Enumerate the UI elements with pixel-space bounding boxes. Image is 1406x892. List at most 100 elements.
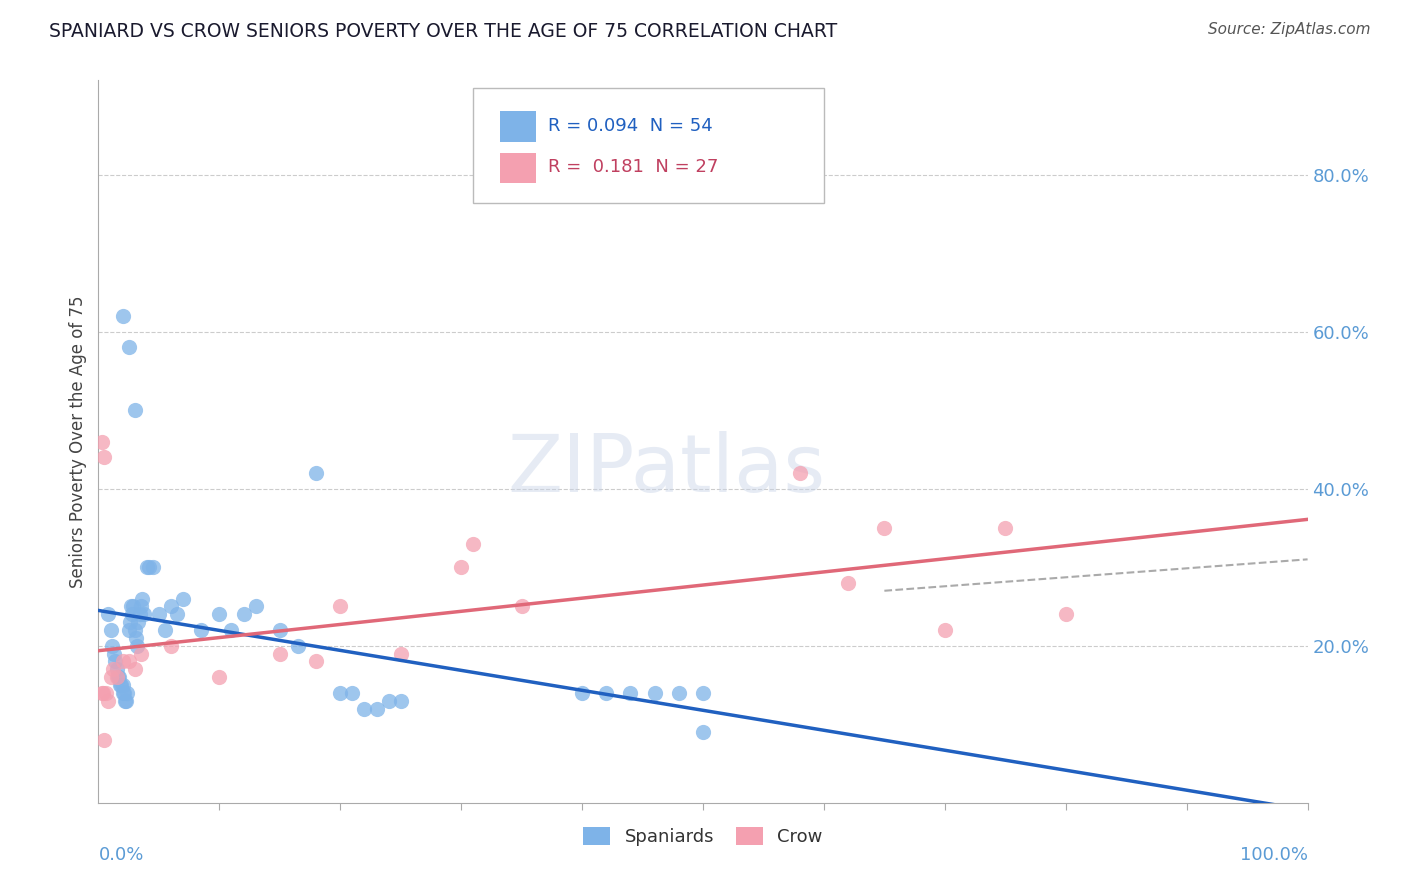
Point [269, 647, 291, 661]
Text: SPANIARD VS CROW SENIORS POVERTY OVER THE AGE OF 75 CORRELATION CHART: SPANIARD VS CROW SENIORS POVERTY OVER TH… [49, 22, 838, 41]
Point [245, 599, 267, 614]
Point [208, 670, 231, 684]
Point [91, 434, 114, 449]
Point [122, 599, 145, 614]
Bar [501, 112, 536, 142]
Point [142, 560, 165, 574]
Point [118, 655, 141, 669]
Point [172, 591, 194, 606]
Text: 0.0%: 0.0% [98, 847, 143, 864]
Point [111, 678, 134, 692]
Point [305, 655, 328, 669]
Point [166, 607, 188, 622]
Point [127, 615, 149, 630]
Point [644, 686, 666, 700]
Point [353, 701, 375, 715]
FancyBboxPatch shape [474, 87, 824, 203]
Point [595, 686, 617, 700]
Point [105, 662, 128, 676]
Point [934, 623, 956, 637]
Point [93, 450, 115, 465]
Point [97, 694, 120, 708]
Point [450, 560, 472, 574]
Point [619, 686, 641, 700]
Point [389, 694, 412, 708]
Point [389, 647, 412, 661]
Point [118, 615, 141, 630]
Point [134, 607, 156, 622]
Point [101, 662, 124, 676]
Point [111, 309, 134, 323]
Point [97, 607, 120, 622]
Point [160, 599, 183, 614]
Point [692, 725, 714, 739]
Text: Source: ZipAtlas.com: Source: ZipAtlas.com [1208, 22, 1371, 37]
Point [94, 686, 117, 700]
Point [135, 560, 157, 574]
Point [305, 466, 328, 480]
Point [108, 678, 131, 692]
Point [129, 599, 152, 614]
Point [329, 599, 352, 614]
Point [994, 521, 1017, 535]
Text: R =  0.181  N = 27: R = 0.181 N = 27 [548, 158, 718, 176]
Point [789, 466, 811, 480]
Point [121, 607, 143, 622]
Point [127, 639, 149, 653]
Point [114, 694, 136, 708]
Point [108, 670, 131, 684]
Point [107, 670, 129, 684]
Point [837, 575, 859, 590]
Point [342, 686, 364, 700]
Text: 100.0%: 100.0% [1240, 847, 1308, 864]
Text: R = 0.094  N = 54: R = 0.094 N = 54 [548, 117, 713, 135]
Point [91, 686, 114, 700]
Point [692, 686, 714, 700]
Point [208, 607, 231, 622]
Point [138, 560, 160, 574]
Point [377, 694, 399, 708]
Point [120, 599, 142, 614]
Point [873, 521, 896, 535]
Point [366, 701, 388, 715]
Point [510, 599, 533, 614]
Point [125, 631, 148, 645]
Point [153, 623, 176, 637]
Bar [501, 153, 536, 183]
Point [124, 662, 146, 676]
Point [103, 647, 125, 661]
Point [112, 686, 135, 700]
Point [93, 733, 115, 747]
Point [111, 686, 134, 700]
Point [111, 655, 134, 669]
Point [571, 686, 593, 700]
Point [1054, 607, 1077, 622]
Point [118, 340, 141, 354]
Point [160, 639, 183, 653]
Point [129, 647, 152, 661]
Point [232, 607, 254, 622]
Point [668, 686, 690, 700]
Point [269, 623, 291, 637]
Point [91, 686, 114, 700]
Point [463, 536, 485, 550]
Point [100, 623, 122, 637]
Text: ZIPatlas: ZIPatlas [508, 432, 825, 509]
Point [115, 694, 138, 708]
Point [148, 607, 170, 622]
Point [221, 623, 243, 637]
Point [128, 607, 150, 622]
Legend: Spaniards, Crow: Spaniards, Crow [574, 818, 832, 855]
Point [104, 655, 127, 669]
Point [110, 678, 132, 692]
Point [100, 670, 122, 684]
Point [287, 639, 309, 653]
Point [118, 623, 141, 637]
Point [117, 686, 139, 700]
Y-axis label: Seniors Poverty Over the Age of 75: Seniors Poverty Over the Age of 75 [69, 295, 87, 588]
Point [105, 670, 128, 684]
Point [190, 623, 212, 637]
Point [124, 623, 146, 637]
Point [100, 639, 122, 653]
Point [131, 591, 153, 606]
